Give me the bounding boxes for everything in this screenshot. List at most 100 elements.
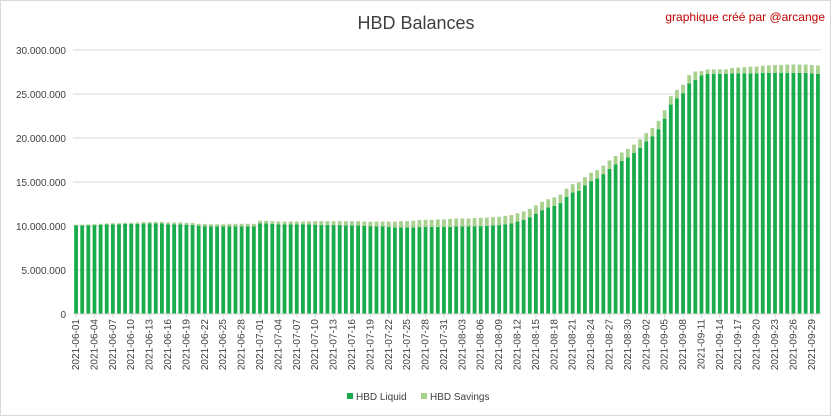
- bar-hbd-liquid: [92, 225, 97, 314]
- y-tick-label: 25.000.000: [16, 90, 66, 101]
- x-tick-label: 2021-08-21: [568, 319, 579, 371]
- bar-hbd-liquid: [392, 227, 397, 314]
- bar-hbd-liquid: [307, 224, 311, 314]
- x-tick-label: 2021-07-01: [255, 319, 266, 371]
- bar-hbd-liquid: [74, 225, 78, 314]
- bar-hbd-savings: [368, 221, 373, 227]
- bar-hbd-savings: [294, 221, 299, 225]
- bar-hbd-savings: [350, 221, 354, 226]
- bar-hbd-liquid: [681, 93, 685, 315]
- x-tick-label: 2021-09-08: [678, 319, 689, 371]
- bar-hbd-liquid: [98, 224, 103, 314]
- bar-hbd-savings: [595, 170, 600, 179]
- x-tick-label: 2021-06-28: [237, 319, 248, 371]
- bar-hbd-liquid: [478, 226, 483, 314]
- x-tick-label: 2021-08-30: [623, 319, 634, 371]
- bar-hbd-liquid: [184, 224, 189, 314]
- bar-hbd-savings: [699, 71, 704, 76]
- bar-hbd-savings: [110, 223, 115, 225]
- bar-hbd-savings: [675, 90, 679, 99]
- bar-hbd-savings: [386, 221, 391, 227]
- bar-hbd-liquid: [564, 196, 569, 314]
- bar-hbd-savings: [227, 223, 232, 227]
- bar-hbd-savings: [215, 224, 219, 227]
- x-tick-label: 2021-07-13: [329, 319, 340, 371]
- bar-hbd-savings: [816, 65, 820, 74]
- bar-hbd-liquid: [104, 224, 109, 314]
- bar-hbd-savings: [325, 221, 330, 226]
- bar-hbd-savings: [527, 208, 532, 218]
- bars: [74, 64, 820, 315]
- bar-hbd-savings: [288, 221, 293, 225]
- bar-hbd-liquid: [460, 226, 465, 314]
- bar-hbd-savings: [104, 223, 109, 225]
- bar-hbd-savings: [178, 222, 183, 225]
- bar-hbd-liquid: [515, 221, 520, 314]
- bar-hbd-liquid: [227, 226, 232, 314]
- bar-hbd-liquid: [270, 223, 275, 314]
- bar-hbd-liquid: [86, 225, 91, 314]
- bar-hbd-liquid: [380, 226, 385, 314]
- bar-hbd-liquid: [386, 226, 391, 314]
- bar-hbd-liquid: [239, 226, 244, 314]
- bar-hbd-savings: [301, 221, 305, 225]
- bar-hbd-liquid: [209, 226, 213, 314]
- bar-hbd-liquid: [521, 219, 526, 314]
- legend-label-hbd-savings: HBD Savings: [430, 392, 489, 403]
- y-axis-ticks: 0 5.000.000 10.000.000 15.000.000 20.000.000…: [16, 46, 67, 321]
- bar-hbd-liquid: [276, 224, 281, 314]
- bar-hbd-savings: [705, 69, 710, 74]
- x-tick-label: 2021-09-02: [641, 319, 652, 371]
- bar-hbd-liquid: [160, 223, 164, 314]
- bar-hbd-savings: [454, 218, 459, 227]
- bar-hbd-liquid: [730, 73, 734, 314]
- bar-hbd-liquid: [773, 72, 777, 314]
- bar-hbd-savings: [74, 224, 78, 226]
- bar-hbd-savings: [632, 144, 636, 153]
- y-tick-label: 0: [60, 310, 66, 321]
- bar-hbd-liquid: [178, 224, 183, 314]
- bar-hbd-savings: [644, 133, 649, 142]
- bar-hbd-liquid: [129, 223, 134, 314]
- x-tick-label: 2021-09-29: [807, 319, 818, 371]
- bar-hbd-savings: [717, 69, 722, 74]
- bar-hbd-liquid: [527, 217, 532, 314]
- bar-hbd-savings: [147, 222, 152, 224]
- bar-hbd-savings: [392, 221, 397, 228]
- bar-hbd-liquid: [166, 224, 170, 314]
- bar-hbd-liquid: [632, 152, 636, 314]
- bar-hbd-liquid: [509, 223, 514, 314]
- x-tick-label: 2021-07-10: [310, 319, 321, 371]
- bar-hbd-savings: [546, 199, 551, 208]
- bar-hbd-liquid: [576, 190, 581, 314]
- bar-hbd-savings: [503, 215, 508, 225]
- bar-hbd-liquid: [141, 223, 146, 314]
- x-axis-ticks: 2021-06-01 2021-06-04 2021-06-07 2021-06-10…: [71, 314, 818, 370]
- x-tick-label: 2021-07-28: [421, 319, 432, 371]
- bar-hbd-liquid: [650, 136, 655, 314]
- bar-hbd-liquid: [693, 79, 698, 314]
- bar-hbd-savings: [331, 221, 336, 226]
- y-tick-label: 10.000.000: [16, 222, 66, 233]
- bar-hbd-savings: [417, 220, 422, 228]
- bar-hbd-savings: [521, 211, 526, 220]
- bar-hbd-liquid: [472, 226, 477, 314]
- bar-hbd-liquid: [724, 73, 728, 314]
- bar-hbd-savings: [558, 194, 563, 204]
- bar-hbd-savings: [380, 221, 385, 227]
- y-tick-label: 5.000.000: [22, 266, 67, 277]
- bar-hbd-savings: [540, 201, 544, 211]
- bar-hbd-liquid: [362, 226, 367, 314]
- bar-hbd-savings: [515, 213, 520, 222]
- bar-hbd-savings: [583, 177, 587, 186]
- bar-hbd-savings: [497, 216, 502, 226]
- bar-hbd-liquid: [123, 223, 128, 314]
- bar-hbd-liquid: [595, 178, 600, 314]
- bar-hbd-liquid: [411, 227, 416, 314]
- bar-hbd-liquid: [356, 225, 360, 314]
- y-tick-label: 30.000.000: [16, 46, 66, 57]
- bar-hbd-liquid: [337, 225, 342, 314]
- bar-hbd-savings: [668, 96, 673, 105]
- bar-hbd-savings: [773, 64, 777, 73]
- x-tick-label: 2021-09-14: [715, 319, 726, 371]
